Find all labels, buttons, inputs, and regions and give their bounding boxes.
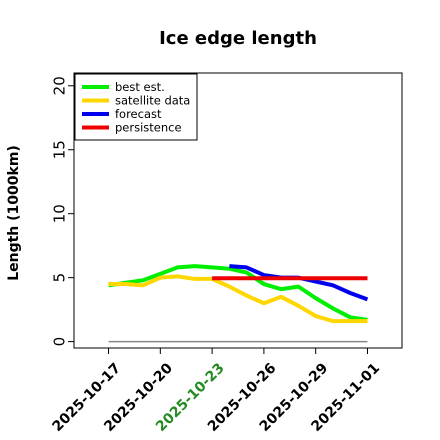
series-line-best-est- [108, 264, 368, 322]
series-line-satellite-data [108, 274, 368, 324]
series-line-forecast [229, 264, 369, 302]
y-tick-label: 15 [51, 140, 69, 159]
legend-label: best est. [115, 80, 165, 94]
plot-area [108, 264, 369, 343]
legend-label: forecast [115, 107, 162, 121]
y-tick-label: 20 [51, 76, 69, 95]
y-axis-label: Length (1000km) [6, 145, 22, 281]
y-tick-label: 5 [51, 273, 69, 283]
plot-frame [73, 72, 403, 349]
legend: best est.satellite dataforecastpersisten… [74, 73, 198, 141]
y-tick-label: 0 [51, 337, 69, 347]
y-tick-label: 10 [51, 204, 69, 223]
legend-label: satellite data [115, 94, 190, 108]
chart-title: Ice edge length [159, 28, 317, 49]
legend-label: persistence [115, 121, 182, 135]
